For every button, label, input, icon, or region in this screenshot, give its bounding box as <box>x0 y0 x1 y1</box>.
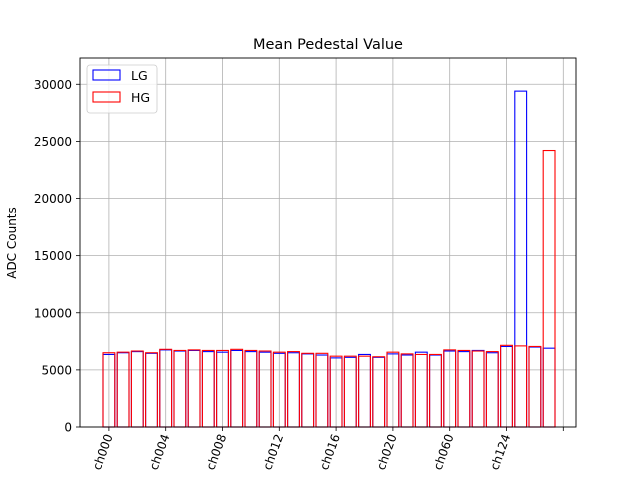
bar-hg <box>471 350 485 428</box>
bar-hg <box>301 352 315 428</box>
bar-lg <box>244 351 258 428</box>
grid-lines <box>80 58 576 428</box>
legend: LG HG <box>86 64 158 114</box>
bar-lg <box>414 351 428 428</box>
bar-hg <box>315 352 329 428</box>
bar-lg <box>130 351 144 428</box>
legend-label-lg: LG <box>131 68 148 83</box>
bar-lg <box>173 350 187 428</box>
x-tick-label: ch000 <box>90 432 116 472</box>
legend-swatch-lg <box>92 69 121 81</box>
bar-hg <box>457 349 471 428</box>
bar-lg <box>201 351 215 428</box>
y-tick-label: 30000 <box>34 78 72 92</box>
bar-hg <box>372 356 386 428</box>
bar-lg <box>542 347 556 428</box>
bar-lg <box>116 352 130 428</box>
bar-lg <box>429 354 442 428</box>
bar-hg <box>116 351 130 428</box>
bar-hg <box>542 149 556 428</box>
x-tick-label: ch016 <box>317 432 343 472</box>
bar-lg <box>358 353 371 428</box>
bar-lg <box>372 356 386 428</box>
legend-label-hg: HG <box>131 90 150 105</box>
bar-hg <box>528 345 542 428</box>
bar-lg <box>187 349 201 428</box>
bar-hg <box>145 352 158 428</box>
bar-hg <box>429 353 442 428</box>
bar-lg <box>457 351 471 428</box>
bar-hg <box>485 351 499 428</box>
bar-lg <box>471 349 485 428</box>
y-tick-label: 0 <box>64 421 72 435</box>
bar-hg <box>400 353 414 428</box>
y-tick-label: 5000 <box>41 363 72 377</box>
bar-lg <box>230 349 244 428</box>
bar-hg <box>414 353 428 428</box>
x-tick-label: ch060 <box>431 432 457 472</box>
bar-hg <box>514 345 528 428</box>
x-tick-label: ch012 <box>260 432 286 472</box>
bar-lg <box>301 353 315 428</box>
bar-lg <box>315 354 329 428</box>
x-tick-label: ch008 <box>203 432 229 472</box>
bar-hg <box>258 350 272 428</box>
y-tick-label: 15000 <box>34 249 72 263</box>
bar-hg <box>358 355 371 428</box>
bar-hg <box>130 350 144 428</box>
chart-title: Mean Pedestal Value <box>253 37 403 53</box>
bar-hg <box>244 349 258 428</box>
plot-frame <box>79 57 577 428</box>
y-tick-label: 25000 <box>34 135 72 149</box>
y-tick-label: 10000 <box>34 306 72 320</box>
bar-hg <box>201 349 215 428</box>
legend-box <box>86 64 158 114</box>
bar-lg <box>400 354 414 428</box>
bar-lg <box>485 352 499 428</box>
y-tick-label: 20000 <box>34 192 72 206</box>
bar-hg <box>173 349 187 428</box>
legend-swatch-hg <box>92 91 121 103</box>
bar-lg <box>528 346 542 428</box>
x-tick-label: ch004 <box>147 432 173 472</box>
bar-hg <box>343 355 357 428</box>
x-tick-label: ch124 <box>487 432 513 472</box>
bar-hg <box>230 348 244 428</box>
bar-hg <box>287 351 300 428</box>
bar-lg <box>343 356 357 428</box>
x-tick-label: ch020 <box>374 432 400 472</box>
bar-lg <box>287 352 300 428</box>
bar-lg <box>145 352 158 428</box>
y-axis-label: ADC Counts <box>5 207 19 279</box>
bar-hg <box>187 349 201 428</box>
bar-lg <box>258 351 272 428</box>
